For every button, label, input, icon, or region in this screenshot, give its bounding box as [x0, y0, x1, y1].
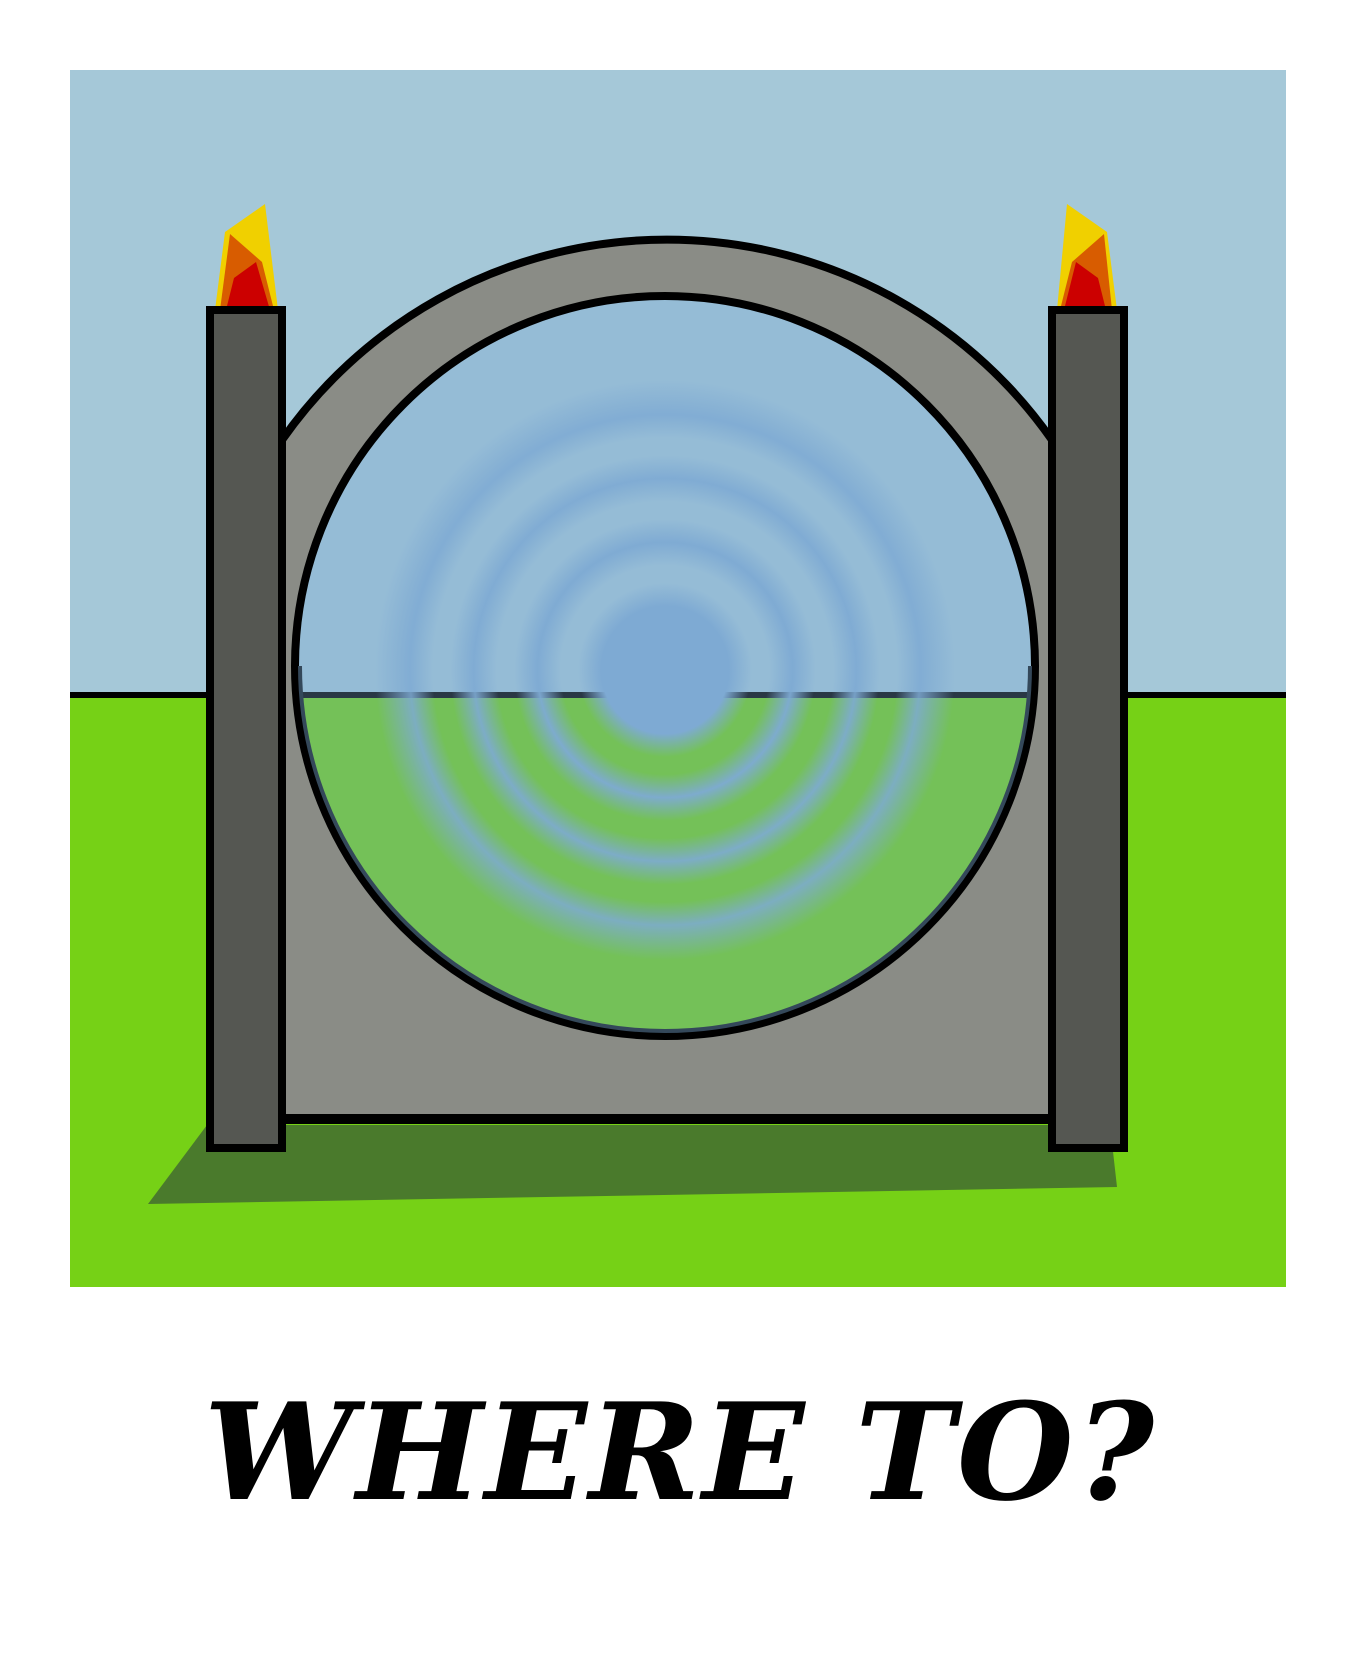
right-pillar — [1052, 310, 1124, 1148]
stargate-illustration — [0, 0, 1360, 1340]
left-pillar — [210, 310, 282, 1148]
caption-text: WHERE TO? — [0, 1385, 1360, 1519]
portal-ripples — [375, 380, 955, 960]
